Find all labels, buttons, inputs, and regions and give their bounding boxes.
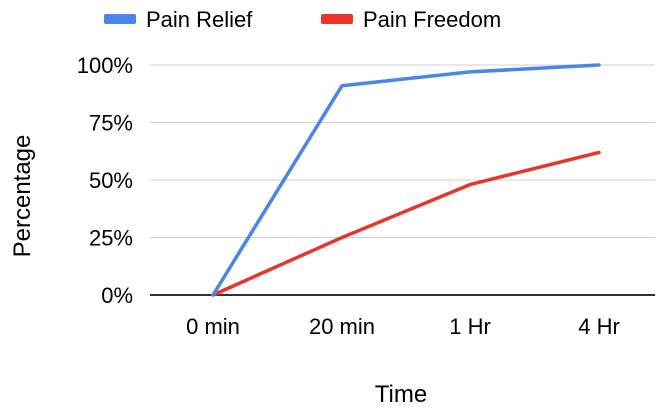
axes: 0% 25% 50% 75% 100% 0 min 20 min 1 Hr 4 Hr <box>77 53 620 339</box>
y-tick-label: 100% <box>77 53 133 78</box>
x-axis-title: Time <box>375 381 427 408</box>
y-tick-label: 50% <box>89 168 133 193</box>
y-tick-label: 25% <box>89 226 133 251</box>
y-axis-title: Percentage <box>9 135 36 258</box>
legend-swatch <box>104 14 136 24</box>
x-tick-label: 0 min <box>186 314 240 339</box>
y-tick-label: 75% <box>89 111 133 136</box>
legend: Pain Relief Pain Freedom <box>104 7 501 32</box>
legend-label: Pain Relief <box>146 7 253 32</box>
series-lines <box>211 63 601 297</box>
legend-label: Pain Freedom <box>363 7 501 32</box>
x-tick-label: 1 Hr <box>449 314 491 339</box>
x-tick-label: 20 min <box>309 314 375 339</box>
x-tick-label: 4 Hr <box>578 314 620 339</box>
grid-lines <box>150 64 655 296</box>
y-tick-label: 0% <box>101 283 133 308</box>
series-line-pain-relief <box>211 63 601 297</box>
legend-swatch <box>321 14 353 24</box>
series-line-pain-freedom <box>211 150 601 297</box>
